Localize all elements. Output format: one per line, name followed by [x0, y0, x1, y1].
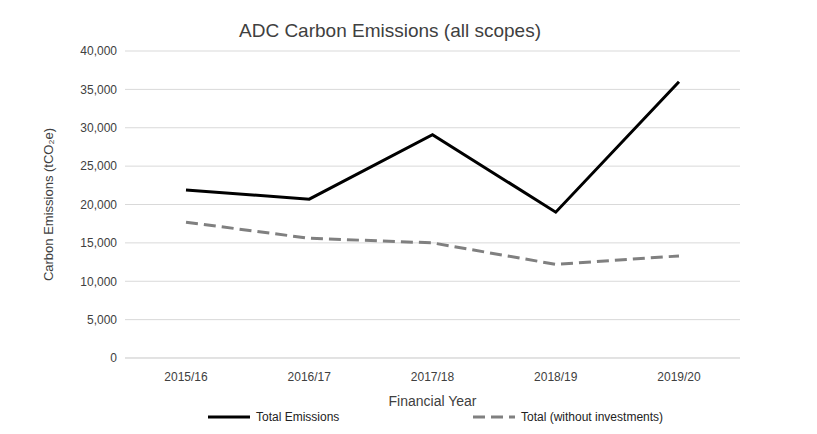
html-text:Total (without investments): Total (without investments)	[521, 410, 664, 424]
svg-text:30,000: 30,000	[80, 121, 117, 135]
svg-text:Financial Year: Financial Year	[389, 393, 477, 409]
svg-text:2018/19: 2018/19	[534, 370, 578, 384]
svg-text:20,000: 20,000	[80, 198, 117, 212]
svg-text:35,000: 35,000	[80, 83, 117, 97]
html-text:Total Emissions: Total Emissions	[256, 410, 340, 424]
svg-text:0: 0	[110, 351, 117, 365]
svg-text:2016/17: 2016/17	[288, 370, 332, 384]
svg-text:15,000: 15,000	[80, 236, 117, 250]
svg-text:5,000: 5,000	[87, 313, 117, 327]
svg-text:25,000: 25,000	[80, 159, 117, 173]
svg-text:2015/16: 2015/16	[164, 370, 208, 384]
svg-text:2019/20: 2019/20	[657, 370, 701, 384]
svg-text:2017/18: 2017/18	[411, 370, 455, 384]
svg-text:10,000: 10,000	[80, 275, 117, 289]
html-text:ADC Carbon Emissions (all scop: ADC Carbon Emissions (all scopes)	[239, 20, 541, 41]
svg-text:Carbon Emissions (tCO₂e): Carbon Emissions (tCO₂e)	[41, 128, 56, 281]
svg-text:40,000: 40,000	[80, 44, 117, 58]
